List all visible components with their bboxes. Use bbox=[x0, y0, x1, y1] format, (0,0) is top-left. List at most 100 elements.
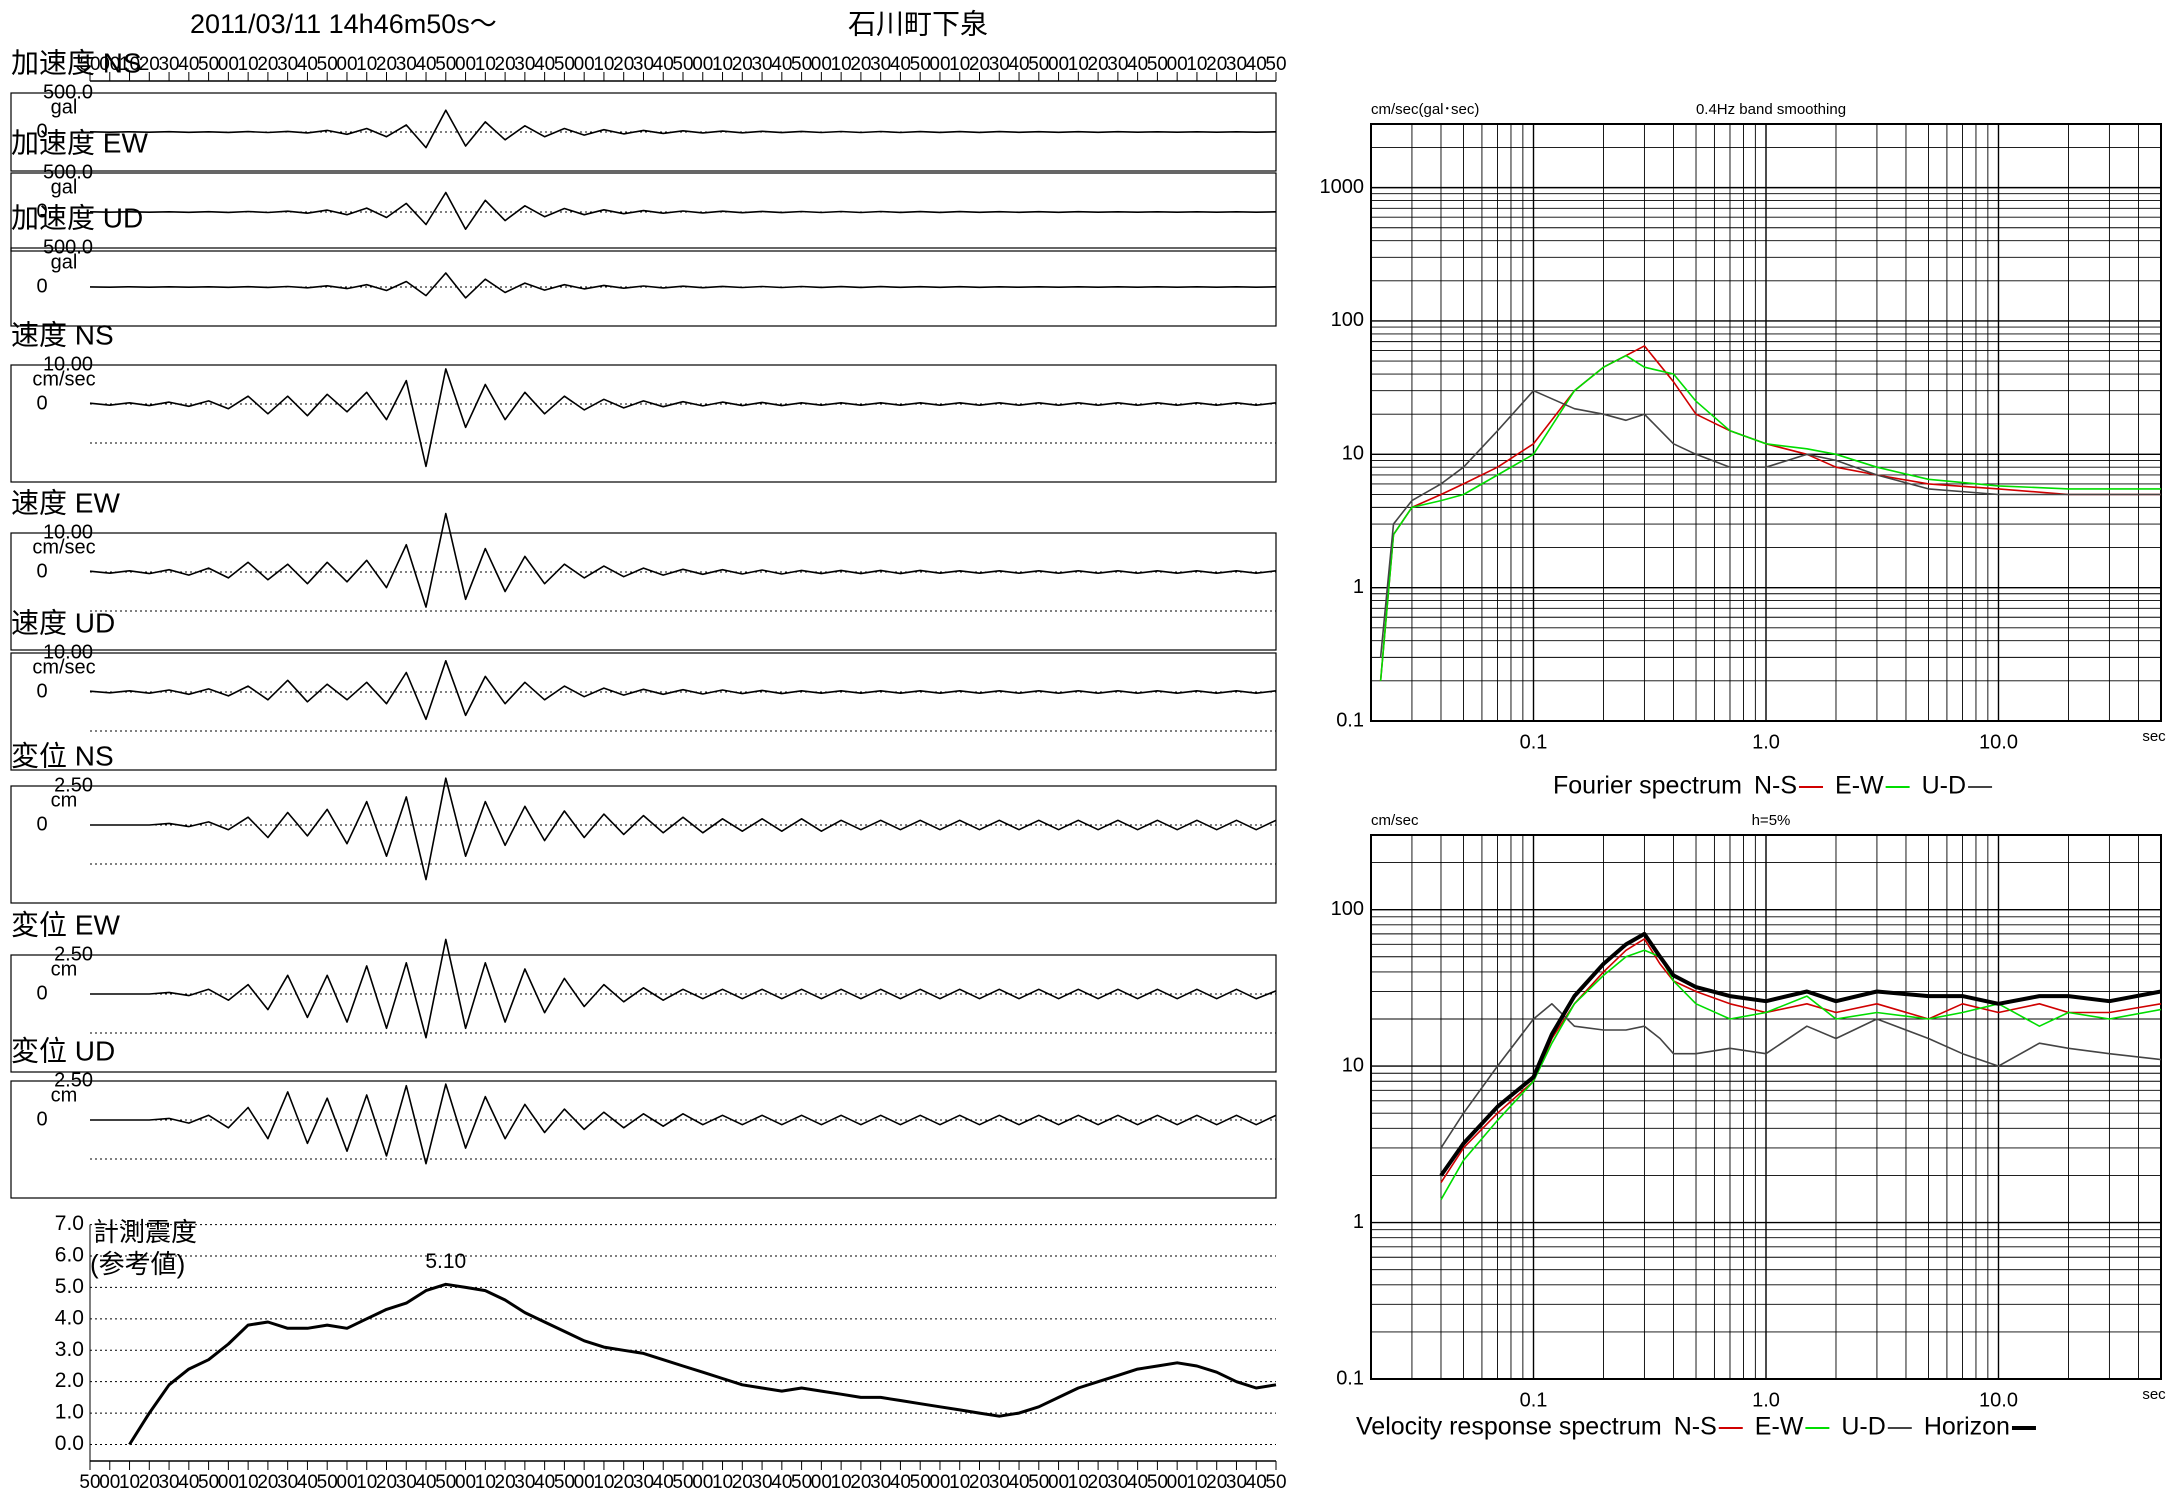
x-tick-label: 10 bbox=[593, 54, 614, 75]
y-tick-label: 2.50 bbox=[54, 774, 93, 796]
x-tick-label: 40 bbox=[297, 54, 318, 75]
x-tick-label: 00 bbox=[99, 1472, 120, 1493]
x-tick-label: 10 bbox=[1186, 54, 1207, 75]
intensity-subtitle: (参考値) bbox=[90, 1249, 185, 1279]
x-tick-label: 10 bbox=[238, 54, 259, 75]
x-tick-label: 00 bbox=[811, 54, 832, 75]
x-tick-label: 30 bbox=[1226, 54, 1247, 75]
x-tick-label: 20 bbox=[376, 54, 397, 75]
y-tick-label: 0 bbox=[36, 200, 47, 222]
panel-frame bbox=[10, 954, 1277, 1073]
panel-title: 変位 NS bbox=[11, 740, 114, 771]
x-tick-label: 10 bbox=[475, 54, 496, 75]
y-axis-label: cm/sec bbox=[1371, 812, 1419, 829]
unit-label: cm/sec bbox=[32, 368, 95, 390]
x-tick-label: 20 bbox=[1088, 54, 1109, 75]
panel-frame bbox=[10, 364, 1277, 483]
series-line bbox=[1379, 354, 2161, 681]
x-tick-label: 10.0 bbox=[1979, 731, 2018, 753]
x-tick-label: 00 bbox=[336, 1472, 357, 1493]
legend-label: Horizon bbox=[1924, 1413, 2010, 1441]
unit-label: cm/sec bbox=[32, 536, 95, 558]
x-tick-label: 50 bbox=[198, 1472, 219, 1493]
x-tick-label: 50 bbox=[554, 1472, 575, 1493]
x-tick-label: 30 bbox=[751, 1472, 772, 1493]
x-tick-label: 10 bbox=[475, 1472, 496, 1493]
y-tick-label: 4.0 bbox=[55, 1306, 84, 1329]
legend-label: N-S bbox=[1674, 1413, 1717, 1441]
y-tick-label: 100 bbox=[1331, 309, 1364, 331]
x-tick-label: 50 bbox=[79, 1472, 100, 1493]
panel-frame bbox=[10, 532, 1277, 651]
y-tick-label: 0 bbox=[36, 680, 47, 702]
x-tick-label: 50 bbox=[1147, 1472, 1168, 1493]
x-tick-label: 10 bbox=[1068, 54, 1089, 75]
x-tick-label: 10.0 bbox=[1979, 1389, 2018, 1411]
legend-title: Fourier spectrum bbox=[1553, 772, 1742, 800]
x-tick-label: 40 bbox=[890, 1472, 911, 1493]
x-tick-label: 10 bbox=[1186, 1472, 1207, 1493]
panel-title: 変位 EW bbox=[11, 909, 120, 940]
x-tick-label: 30 bbox=[1226, 1472, 1247, 1493]
x-tick-label: 40 bbox=[415, 1472, 436, 1493]
x-tick-label: 50 bbox=[79, 54, 100, 75]
x-tick-label: 00 bbox=[218, 1472, 239, 1493]
waveform-trace bbox=[89, 109, 1277, 149]
x-tick-label: 50 bbox=[1028, 54, 1049, 75]
x-tick-label: 30 bbox=[396, 54, 417, 75]
y-tick-label: 1 bbox=[1353, 576, 1364, 598]
x-tick-label: 30 bbox=[633, 1472, 654, 1493]
x-tick-label: 00 bbox=[455, 54, 476, 75]
legend-title: Velocity response spectrum bbox=[1356, 1413, 1662, 1441]
x-tick-label: 00 bbox=[99, 54, 120, 75]
x-tick-label: 30 bbox=[158, 54, 179, 75]
x-tick-label: 20 bbox=[495, 1472, 516, 1493]
y-tick-label: 0 bbox=[36, 982, 47, 1004]
x-axis-label: sec bbox=[2142, 728, 2166, 745]
intensity-title: 計測震度 bbox=[93, 1217, 197, 1247]
x-tick-label: 00 bbox=[574, 1472, 595, 1493]
x-tick-label: 20 bbox=[1206, 54, 1227, 75]
x-tick-label: 10 bbox=[949, 1472, 970, 1493]
subtitle: h=5% bbox=[1752, 812, 1791, 829]
x-tick-label: 10 bbox=[119, 54, 140, 75]
y-tick-label: 500.0 bbox=[43, 81, 93, 103]
y-tick-label: 0 bbox=[36, 120, 47, 142]
x-tick-label: 20 bbox=[139, 54, 160, 75]
unit-label: cm bbox=[51, 1084, 78, 1106]
x-tick-label: 20 bbox=[495, 54, 516, 75]
x-tick-label: 00 bbox=[811, 1472, 832, 1493]
x-tick-label: 30 bbox=[870, 1472, 891, 1493]
x-tick-label: 00 bbox=[1048, 1472, 1069, 1493]
x-tick-label: 40 bbox=[1127, 1472, 1148, 1493]
waveform-trace bbox=[90, 938, 1277, 1039]
waveform-trace bbox=[89, 512, 1277, 608]
x-tick-label: 00 bbox=[929, 1472, 950, 1493]
x-tick-label: 30 bbox=[1107, 1472, 1128, 1493]
x-tick-label: 20 bbox=[1206, 1472, 1227, 1493]
unit-label: gal bbox=[51, 251, 78, 273]
unit-label: cm/sec bbox=[32, 656, 95, 678]
y-tick-label: 2.0 bbox=[55, 1369, 84, 1392]
y-tick-label: 1.0 bbox=[55, 1401, 84, 1424]
legend-label: E-W bbox=[1755, 1413, 1804, 1441]
station-name: 石川町下泉 bbox=[848, 8, 988, 39]
x-tick-label: 50 bbox=[1265, 1472, 1286, 1493]
waveform-trace bbox=[90, 1083, 1277, 1165]
x-tick-label: 20 bbox=[850, 54, 871, 75]
x-tick-label: 10 bbox=[356, 1472, 377, 1493]
x-tick-label: 10 bbox=[712, 54, 733, 75]
x-tick-label: 40 bbox=[771, 1472, 792, 1493]
x-tick-label: 00 bbox=[574, 54, 595, 75]
unit-label: gal bbox=[51, 176, 78, 198]
x-tick-label: 50 bbox=[791, 54, 812, 75]
y-tick-label: 1 bbox=[1353, 1211, 1364, 1233]
y-tick-label: 0 bbox=[36, 392, 47, 414]
x-tick-label: 20 bbox=[257, 1472, 278, 1493]
y-tick-label: 0 bbox=[36, 813, 47, 835]
x-tick-label: 10 bbox=[831, 1472, 852, 1493]
x-tick-label: 10 bbox=[712, 1472, 733, 1493]
x-tick-label: 20 bbox=[1088, 1472, 1109, 1493]
